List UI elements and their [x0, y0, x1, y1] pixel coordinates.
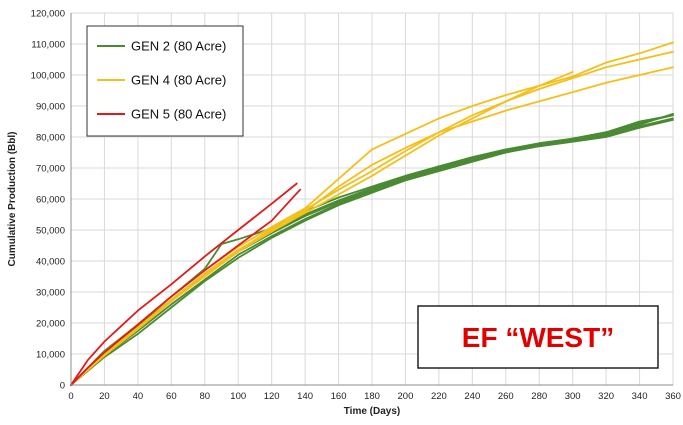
gridlines: [70, 12, 674, 386]
x-tick-label: 220: [431, 391, 447, 402]
legend-label: GEN 5 (80 Acre): [131, 107, 226, 122]
x-tick-label: 80: [199, 391, 210, 402]
x-tick-label: 340: [632, 391, 648, 402]
y-tick-label: 10,000: [36, 350, 65, 361]
series-line-gen-5-80-acre--2: [70, 188, 302, 386]
y-axis-label: Cumulative Production (Bbl): [7, 132, 18, 267]
x-tick-label: 140: [297, 391, 313, 402]
x-tick-label: 40: [133, 391, 144, 402]
x-tick-label: 260: [498, 391, 514, 402]
y-tick-label: 70,000: [36, 164, 65, 175]
y-tick-label: 60,000: [36, 195, 65, 206]
x-tick-label: 360: [665, 391, 681, 402]
x-tick-label: 0: [68, 391, 73, 402]
x-tick-label: 300: [565, 391, 581, 402]
x-tick-label: 180: [364, 391, 380, 402]
y-tick-label: 0: [60, 381, 65, 392]
series-line-gen-5-80-acre--1: [70, 182, 298, 386]
x-tick-label: 200: [398, 391, 414, 402]
y-tick-label: 50,000: [36, 226, 65, 237]
axes: [70, 13, 673, 386]
x-tick-label: 280: [531, 391, 547, 402]
tick-labels: 0 10,000 20,000 30,000 40,000 50,000 60,000 70,…: [31, 9, 681, 403]
y-tick-label: 110,000: [31, 40, 65, 51]
y-tick-label: 40,000: [36, 257, 65, 268]
callout-frame: [417, 305, 659, 369]
x-tick-label: 60: [166, 391, 177, 402]
callout-box: EF “WEST”: [417, 305, 659, 369]
series-line-gen-4-80-acre--2: [70, 50, 674, 386]
y-tick-label: 90,000: [36, 102, 65, 113]
legend-label: GEN 2 (80 Acre): [131, 39, 226, 54]
callout-label: EF “WEST”: [462, 322, 614, 353]
y-tick-label: 80,000: [36, 133, 65, 144]
x-tick-label: 240: [464, 391, 480, 402]
x-tick-label: 120: [264, 391, 280, 402]
series-line-gen-4-80-acre--4: [70, 66, 674, 386]
y-tick-label: 100,000: [31, 71, 65, 82]
series-line-gen-2-80-acre--2: [70, 117, 674, 386]
y-tick-label: 30,000: [36, 288, 65, 299]
x-tick-label: 100: [230, 391, 246, 402]
y-tick-label: 20,000: [36, 319, 65, 330]
x-tick-label: 20: [99, 391, 110, 402]
x-tick-label: 160: [331, 391, 347, 402]
y-tick-label: 120,000: [31, 9, 65, 20]
series-lines: [70, 41, 674, 386]
series-line-gen-2-80-acre--3: [70, 119, 674, 386]
x-axis-label: Time (Days): [344, 406, 401, 417]
legend: GEN 2 (80 Acre) GEN 4 (80 Acre) GEN 5 (80 …: [86, 25, 244, 137]
x-tick-label: 320: [598, 391, 614, 402]
legend-label: GEN 4 (80 Acre): [131, 73, 226, 88]
